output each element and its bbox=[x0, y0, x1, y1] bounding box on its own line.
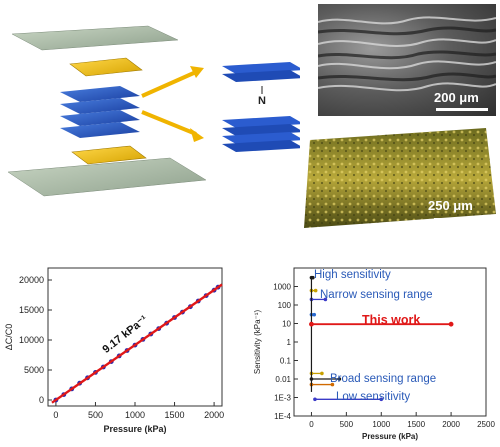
top-electrode bbox=[69, 57, 143, 77]
chart2-x-tick-label: 1000 bbox=[372, 420, 390, 429]
sem-scale-bar bbox=[436, 108, 488, 111]
foam-block-top bbox=[222, 62, 300, 82]
chart2-x-tick-label: 500 bbox=[340, 420, 354, 429]
chart2-x-axis-label: Pressure (kPa) bbox=[362, 432, 418, 441]
chart2-x-tick-label: 1500 bbox=[407, 420, 425, 429]
chart1-y-tick-label: 0 bbox=[39, 395, 44, 405]
chart1-x-tick-label: 2000 bbox=[204, 410, 224, 420]
sem-scale-label: 200 μm bbox=[434, 90, 479, 105]
chart2-reference-point bbox=[330, 382, 335, 387]
top-substrate bbox=[11, 25, 179, 51]
chart2-reference-point bbox=[323, 297, 328, 302]
capacitance-response-chart: 0 500 1000 1500 200005000100001500020000Pres… bbox=[4, 267, 224, 434]
sem-texture bbox=[318, 16, 496, 92]
chart2-reference-point bbox=[313, 397, 317, 402]
surface-topography-image: 250 μm bbox=[300, 122, 496, 230]
chart2-annotation-high-sensitivity: High sensitivity bbox=[314, 269, 391, 281]
topography-texture bbox=[304, 128, 496, 228]
bottom-electrode bbox=[71, 145, 147, 165]
chart2-y-tick-label: 0.01 bbox=[275, 375, 291, 384]
chart1-x-tick-label: 0 bbox=[53, 410, 58, 420]
chart2-x-tick-label: 2500 bbox=[477, 420, 495, 429]
micrograph-scale-bar bbox=[434, 218, 488, 221]
chart2-this-work-point bbox=[448, 321, 454, 327]
chart2-y-tick-label: 10 bbox=[282, 320, 291, 329]
chart2-annotation-broad-range: Broad sensing range bbox=[330, 373, 436, 385]
bottom-substrate bbox=[7, 157, 207, 197]
chart1-x-tick-label: 1500 bbox=[165, 410, 185, 420]
sem-cross-section-image: 200 μm bbox=[318, 4, 496, 116]
chart1-x-tick-label: 500 bbox=[88, 410, 103, 420]
chart1-fit-line bbox=[51, 283, 223, 404]
chart1-x-tick-label: 1000 bbox=[125, 410, 145, 420]
chart1-y-tick-label: 15000 bbox=[19, 305, 44, 315]
chart2-reference-point bbox=[337, 377, 342, 381]
process-arrows bbox=[141, 66, 204, 142]
chart2-y-tick-label: 1000 bbox=[273, 283, 291, 292]
chart2-reference-point bbox=[312, 312, 317, 317]
chart1-y-tick-label: 5000 bbox=[24, 365, 44, 375]
chart2-y-tick-label: 100 bbox=[278, 301, 292, 310]
foam-layer-stack bbox=[60, 86, 140, 138]
micrograph-scale-label: 250 μm bbox=[428, 198, 473, 213]
chart1-y-axis-label: ΔC/C0 bbox=[4, 324, 14, 351]
chart1-plot-frame bbox=[47, 267, 223, 407]
chart2-this-work-point bbox=[309, 321, 314, 327]
sensitivity-comparison-chart: 0 500 1000 1500 2000 2500 1E-4 1E-3 0.01 0.1 1 10 10… bbox=[253, 267, 495, 441]
chart2-x-tick-label: 0 bbox=[309, 420, 314, 429]
chart2-reference-point bbox=[379, 397, 384, 402]
foam-block-bottom bbox=[222, 116, 300, 152]
chart2-x-tick-label: 2000 bbox=[442, 420, 460, 429]
chart2-annotation-narrow-range: Narrow sensing range bbox=[320, 289, 433, 301]
chart2-y-axis-label: Sensitivity (kPa⁻¹) bbox=[253, 310, 262, 375]
chart2-y-tick-label: 1E-4 bbox=[274, 412, 291, 421]
chart2-annotation-low-sensitivity: Low sensitivity bbox=[336, 391, 410, 403]
chart2-reference-point bbox=[320, 371, 324, 376]
chart2-annotation-this-work: This work bbox=[362, 313, 420, 327]
chart2-y-tick-label: 0.1 bbox=[280, 357, 292, 366]
chart2-y-tick-label: 1 bbox=[287, 338, 292, 347]
chart2-reference-point bbox=[313, 288, 318, 293]
chart1-y-tick-label: 10000 bbox=[19, 335, 44, 345]
compression-label: N bbox=[258, 95, 266, 107]
sensor-assembly-illustration: N bbox=[7, 25, 300, 197]
chart2-y-tick-label: 1E-3 bbox=[274, 394, 291, 403]
chart1-x-axis-label: Pressure (kPa) bbox=[103, 424, 166, 434]
chart1-y-tick-label: 20000 bbox=[19, 275, 44, 285]
